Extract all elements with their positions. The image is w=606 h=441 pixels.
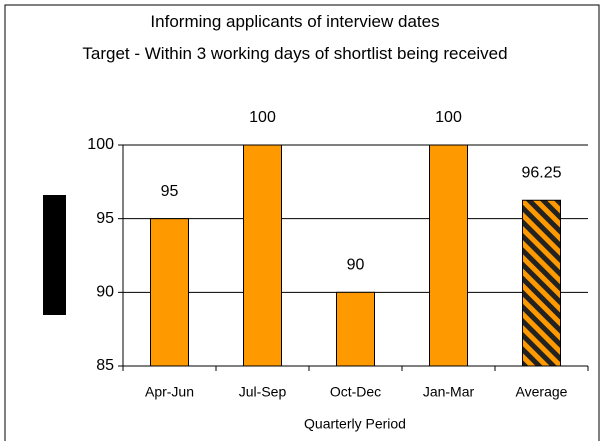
x-tick-label: Jul-Sep bbox=[239, 384, 287, 400]
data-label: 95 bbox=[161, 183, 179, 200]
y-label-block bbox=[43, 195, 66, 315]
x-tick-label: Oct-Dec bbox=[330, 384, 381, 400]
x-tick-label: Apr-Jun bbox=[145, 384, 194, 400]
x-tick-label: Average bbox=[516, 384, 568, 400]
chart-subtitle: Target - Within 3 working days of shortl… bbox=[82, 44, 508, 63]
y-tick-label: 95 bbox=[96, 210, 114, 227]
x-axis-title: Quarterly Period bbox=[304, 416, 406, 432]
chart-title: Informing applicants of interview dates bbox=[150, 12, 440, 31]
bar bbox=[243, 144, 282, 367]
bar bbox=[429, 144, 468, 367]
x-tick-label: Jan-Mar bbox=[423, 384, 475, 400]
data-label: 100 bbox=[249, 109, 276, 126]
data-label: 100 bbox=[435, 109, 462, 126]
bar bbox=[150, 218, 189, 367]
chart-border bbox=[4, 4, 600, 441]
bar bbox=[336, 291, 375, 367]
data-label: 96.25 bbox=[521, 164, 561, 181]
titles: Informing applicants of interview dates … bbox=[60, 6, 530, 70]
bar bbox=[522, 199, 561, 367]
y-tick-label: 85 bbox=[96, 357, 114, 374]
y-tick-label: 90 bbox=[96, 284, 114, 301]
data-label: 90 bbox=[347, 257, 365, 274]
y-tick-label: 100 bbox=[87, 136, 114, 153]
